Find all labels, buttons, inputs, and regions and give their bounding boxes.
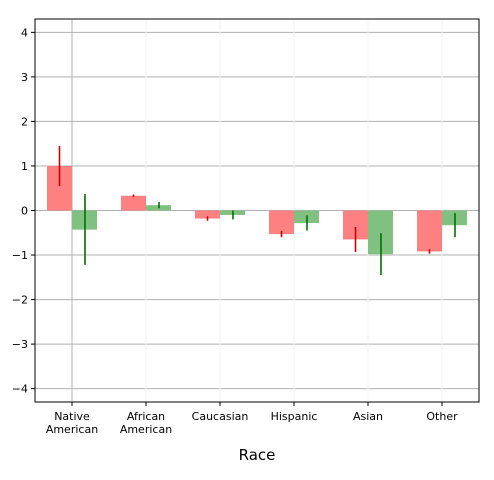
y-tick-label: 3	[21, 71, 28, 84]
x-tick-label: African American	[120, 410, 172, 436]
y-axis-ticks: −4 −3 −2 −1 0 1 2 3 4	[12, 26, 35, 396]
y-tick-label: 1	[21, 160, 28, 173]
grid-lines	[35, 19, 479, 402]
x-axis-ticks: Native American African American Caucasian Hi…	[46, 402, 458, 436]
x-tick-label: Native American	[46, 410, 98, 436]
y-tick-label: 2	[21, 115, 28, 128]
bar	[195, 210, 220, 219]
x-tick-label: Asian	[353, 410, 383, 423]
x-tick-label: Caucasian	[192, 410, 249, 423]
error-bars	[58, 145, 456, 276]
y-tick-label: −1	[12, 249, 28, 262]
y-tick-label: −3	[12, 338, 28, 351]
bar	[417, 210, 442, 252]
x-tick-label: Other	[426, 410, 458, 423]
y-tick-label: −4	[12, 383, 28, 396]
y-tick-label: −2	[12, 294, 28, 307]
bar	[121, 195, 146, 211]
x-tick-label: Hispanic	[271, 410, 318, 423]
y-tick-label: 0	[21, 205, 28, 218]
y-tick-label: 4	[21, 26, 28, 39]
bar	[269, 210, 294, 235]
x-axis-label: Race	[239, 446, 276, 464]
